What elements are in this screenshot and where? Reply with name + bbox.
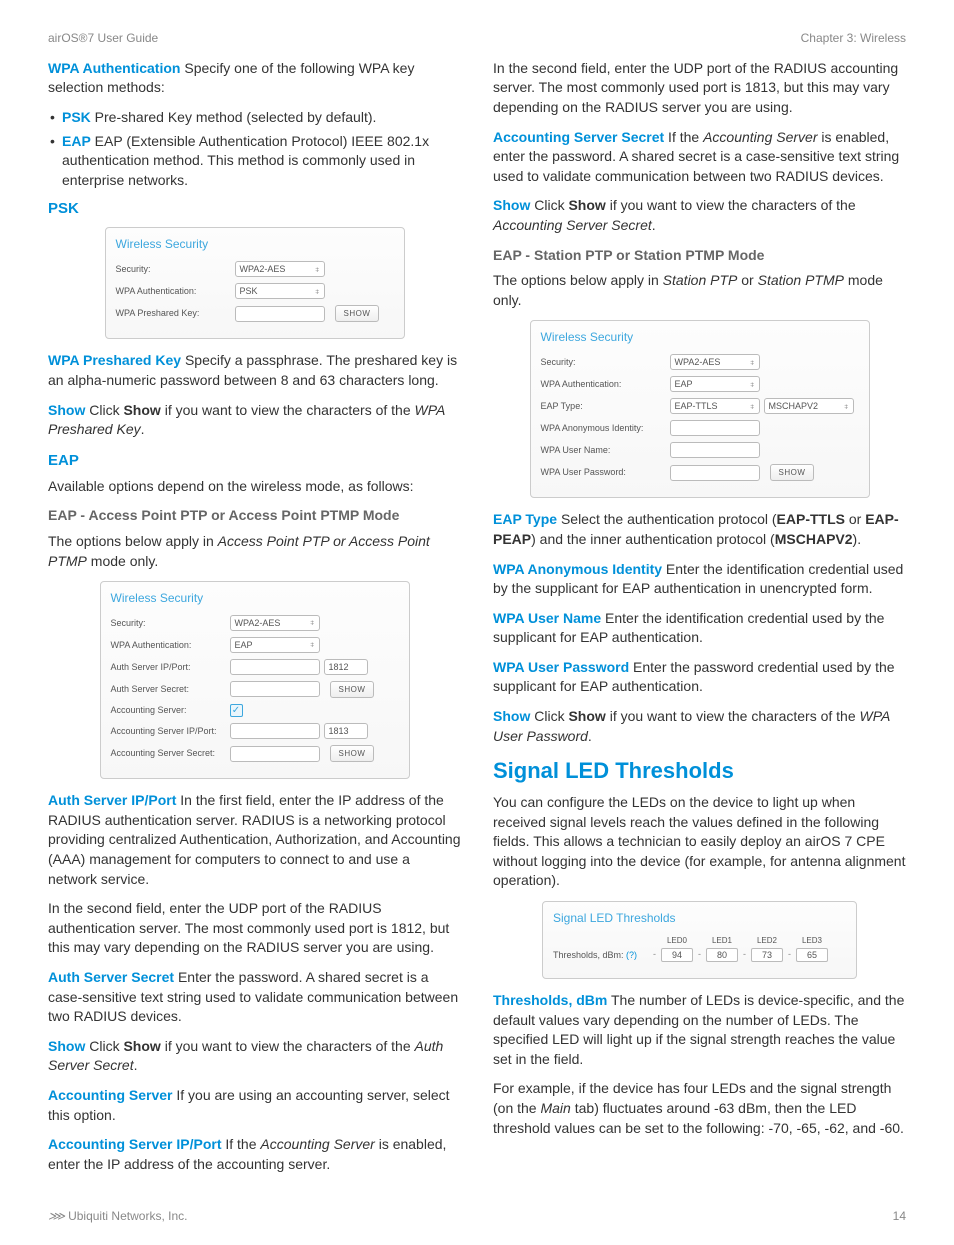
row-wpa-auth: WPA Authentication: PSK [116,283,394,299]
figure-title: Wireless Security [541,329,859,346]
led-para: You can configure the LEDs on the device… [493,793,906,891]
preshared-para: WPA Preshared Key Specify a passphrase. … [48,351,461,390]
auth-secret-input[interactable] [230,681,320,697]
figure-title: Signal LED Thresholds [553,910,846,927]
show-button[interactable]: SHOW [330,681,375,698]
list-item: EAP EAP (Extensible Authentication Proto… [62,132,461,191]
preshared-input[interactable] [235,306,325,322]
show-button[interactable]: SHOW [770,464,815,481]
auth-ip-para2: In the second field, enter the UDP port … [48,899,461,958]
eap-st-para: The options below apply in Station PTP o… [493,271,906,310]
acct-port-input[interactable]: 1813 [324,723,368,739]
header-right: Chapter 3: Wireless [801,30,906,47]
led-thresholds: - LED094 - LED180 - LED273 - LED365 [652,935,828,962]
acct-secret-input[interactable] [230,746,320,762]
eap-type-para: EAP Type Select the authentication proto… [493,510,906,549]
figure-eap-ap: Wireless Security Security:WPA2-AES WPA … [100,581,410,779]
pass-input[interactable] [670,465,760,481]
acct-secret-para: Accounting Server Secret If the Accounti… [493,128,906,187]
eap-heading: EAP [48,450,461,471]
figure-eap-station: Wireless Security Security:WPA2-AES WPA … [530,320,870,498]
row-security: Security: WPA2-AES [116,261,394,277]
led1-input[interactable]: 80 [706,948,738,962]
acct-para: Accounting Server If you are using an ac… [48,1086,461,1125]
auth-secret-para: Auth Server Secret Enter the password. A… [48,968,461,1027]
psk-heading: PSK [48,198,461,219]
pass-para: WPA User Password Enter the password cre… [493,658,906,697]
wpa-method-list: PSK Pre-shared Key method (selected by d… [48,108,461,190]
eap-ap-heading: EAP - Access Point PTP or Access Point P… [48,506,461,526]
row-preshared: WPA Preshared Key: SHOW [116,305,394,322]
show-para-2: Show Click Show if you want to view the … [48,1037,461,1076]
logo-icon: ⋙ [48,1209,64,1223]
header-left: airOS®7 User Guide [48,30,158,47]
eap-st-heading: EAP - Station PTP or Station PTMP Mode [493,246,906,266]
led3-input[interactable]: 65 [796,948,828,962]
wpa-auth-select[interactable]: PSK [235,283,325,299]
led-heading: Signal LED Thresholds [493,756,906,787]
anon-input[interactable] [670,420,760,436]
user-para: WPA User Name Enter the identification c… [493,609,906,648]
show-para-3: Show Click Show if you want to view the … [493,196,906,235]
security-select[interactable]: WPA2-AES [235,261,325,277]
security-select[interactable]: WPA2-AES [230,615,320,631]
left-column: WPA Authentication Specify one of the fo… [48,59,461,1185]
security-select[interactable]: WPA2-AES [670,354,760,370]
page-number: 14 [893,1208,906,1225]
accounting-checkbox[interactable]: ✓ [230,704,243,717]
acct-ip-para: Accounting Server IP/Port If the Account… [48,1135,461,1174]
term-wpa-auth: WPA Authentication [48,60,180,76]
wpa-auth-intro: WPA Authentication Specify one of the fo… [48,59,461,98]
show-button[interactable]: SHOW [335,305,380,322]
figure-title: Wireless Security [111,590,399,607]
list-item: PSK Pre-shared Key method (selected by d… [62,108,461,128]
wpa-auth-select[interactable]: EAP [230,637,320,653]
figure-title: Wireless Security [116,236,394,253]
show-para-1: Show Click Show if you want to view the … [48,401,461,440]
page-header: airOS®7 User Guide Chapter 3: Wireless [48,30,906,47]
led2-input[interactable]: 73 [751,948,783,962]
auth-ip-input[interactable] [230,659,320,675]
wpa-auth-select[interactable]: EAP [670,376,760,392]
help-icon[interactable]: (?) [626,950,637,960]
anon-para: WPA Anonymous Identity Enter the identif… [493,560,906,599]
eap-ap-para: The options below apply in Access Point … [48,532,461,571]
figure-led: Signal LED Thresholds Thresholds, dBm: (… [542,901,857,979]
eap-intro: Available options depend on the wireless… [48,477,461,497]
auth-ip-para: Auth Server IP/Port In the first field, … [48,791,461,889]
figure-psk: Wireless Security Security: WPA2-AES WPA… [105,227,405,339]
footer-company: ⋙Ubiquiti Networks, Inc. [48,1208,187,1225]
led0-input[interactable]: 94 [661,948,693,962]
thresh-para: Thresholds, dBm The number of LEDs is de… [493,991,906,1069]
acct-port-para: In the second field, enter the UDP port … [493,59,906,118]
show-button[interactable]: SHOW [330,745,375,762]
content-columns: WPA Authentication Specify one of the fo… [48,59,906,1185]
eap-type-select[interactable]: EAP-TTLS [670,398,760,414]
eap-inner-select[interactable]: MSCHAPV2 [764,398,854,414]
user-input[interactable] [670,442,760,458]
right-column: In the second field, enter the UDP port … [493,59,906,1185]
acct-ip-input[interactable] [230,723,320,739]
thresh-example: For example, if the device has four LEDs… [493,1079,906,1138]
show-para-4: Show Click Show if you want to view the … [493,707,906,746]
auth-port-input[interactable]: 1812 [324,659,368,675]
page-footer: ⋙Ubiquiti Networks, Inc. 14 [48,1208,906,1225]
